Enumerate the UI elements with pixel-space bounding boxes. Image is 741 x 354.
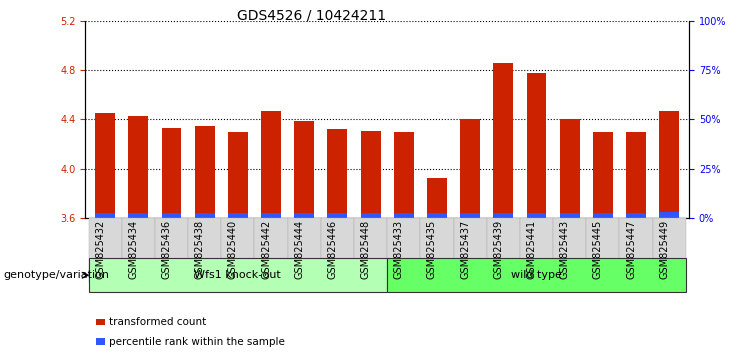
Bar [559, 213, 579, 218]
Text: GSM825444: GSM825444 [294, 219, 305, 279]
Bar [228, 213, 247, 218]
Bar [559, 119, 579, 218]
Text: GSM825441: GSM825441 [527, 219, 536, 279]
Bar [527, 213, 546, 218]
Bar [361, 131, 381, 218]
Text: GSM825446: GSM825446 [328, 219, 337, 279]
Text: GSM825442: GSM825442 [261, 219, 271, 279]
Bar [393, 132, 413, 218]
Text: GSM825449: GSM825449 [659, 219, 669, 279]
Text: GSM825439: GSM825439 [494, 219, 503, 279]
Text: GSM825438: GSM825438 [195, 219, 205, 279]
Bar [527, 73, 546, 218]
Text: genotype/variation: genotype/variation [4, 270, 110, 280]
Bar [195, 126, 215, 218]
Bar [393, 213, 413, 218]
Text: GSM825437: GSM825437 [460, 219, 470, 279]
Bar [128, 213, 148, 218]
Bar [261, 213, 281, 218]
Bar [494, 213, 514, 218]
Bar [128, 116, 148, 218]
Bar [294, 213, 314, 218]
Bar [626, 132, 646, 218]
Text: percentile rank within the sample: percentile rank within the sample [109, 337, 285, 347]
Bar [460, 119, 480, 218]
Bar [294, 121, 314, 218]
Bar [162, 128, 182, 218]
Bar [593, 213, 613, 218]
Bar [626, 213, 646, 218]
Bar [361, 213, 381, 218]
Bar [261, 111, 281, 218]
Bar [162, 213, 182, 218]
Bar [593, 132, 613, 218]
Text: Wfs1 knock-out: Wfs1 knock-out [194, 270, 282, 280]
Text: GSM825435: GSM825435 [427, 219, 437, 279]
Text: GSM825440: GSM825440 [227, 219, 238, 279]
Bar [427, 178, 447, 218]
Text: transformed count: transformed count [109, 317, 206, 327]
Text: GSM825432: GSM825432 [95, 219, 105, 279]
Bar [659, 212, 679, 218]
Text: GSM825443: GSM825443 [559, 219, 570, 279]
Bar [494, 63, 514, 218]
Bar [95, 113, 115, 218]
Text: GSM825447: GSM825447 [626, 219, 636, 279]
Bar [328, 213, 348, 218]
Text: GSM825445: GSM825445 [593, 219, 603, 279]
Bar [659, 111, 679, 218]
Bar [195, 213, 215, 218]
Text: GSM825434: GSM825434 [128, 219, 139, 279]
Bar [228, 132, 247, 218]
Text: GSM825448: GSM825448 [361, 219, 370, 279]
Text: GSM825433: GSM825433 [393, 219, 404, 279]
Bar [427, 213, 447, 218]
Text: wild type: wild type [511, 270, 562, 280]
Bar [460, 213, 480, 218]
Bar [95, 213, 115, 218]
Bar [328, 129, 348, 218]
Text: GDS4526 / 10424211: GDS4526 / 10424211 [236, 9, 386, 23]
Text: GSM825436: GSM825436 [162, 219, 171, 279]
